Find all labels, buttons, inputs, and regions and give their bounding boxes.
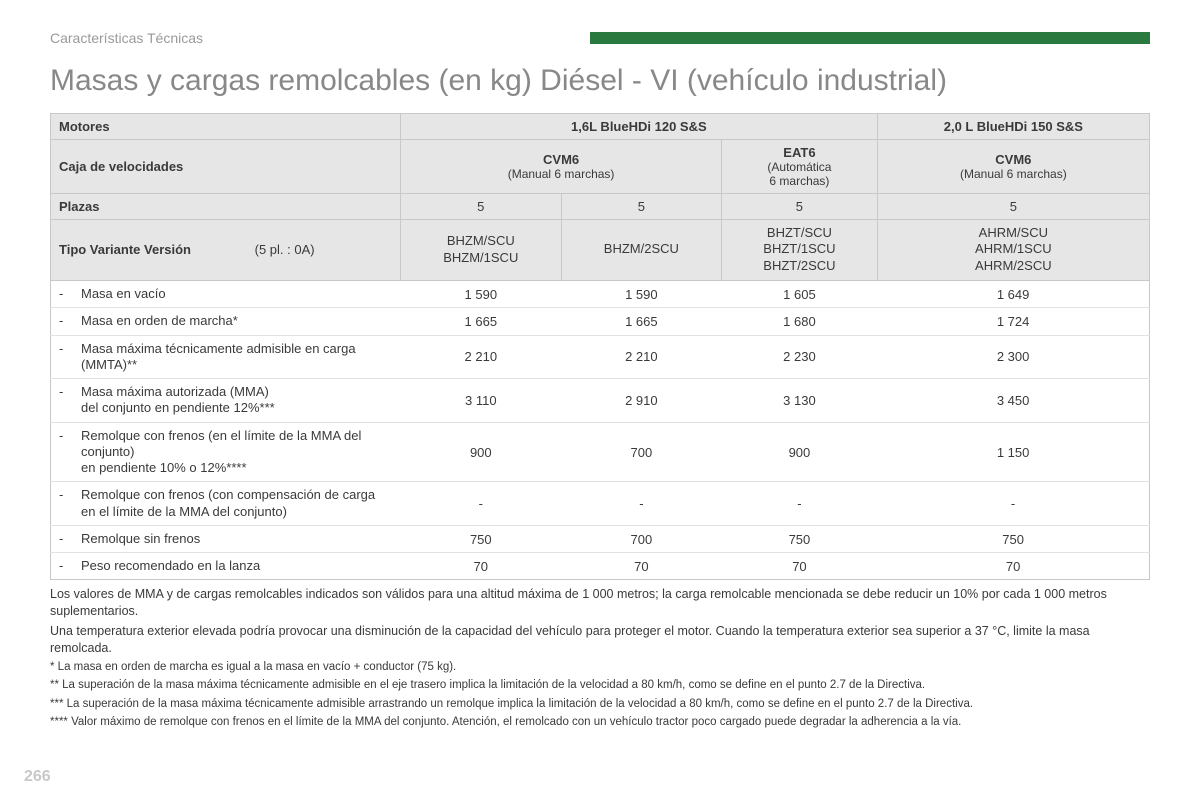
table-row: -Remolque con frenos (con compensación d… [51, 482, 1150, 526]
data-cell: 2 300 [877, 335, 1149, 379]
table-row: -Masa máxima autorizada (MMA) del conjun… [51, 379, 1150, 423]
data-cell: 2 210 [561, 335, 722, 379]
footnote-4: **** Valor máximo de remolque con frenos… [50, 715, 1150, 731]
plazas-2: 5 [722, 193, 878, 219]
plazas-0: 5 [401, 193, 562, 219]
data-cell: 750 [877, 525, 1149, 552]
data-cell: 1 590 [401, 281, 562, 308]
table-row: -Remolque sin frenos750700750750 [51, 525, 1150, 552]
label-tvv: Tipo Variante Versión (5 pl. : 0A) [51, 219, 401, 281]
row-label: -Remolque con frenos (en el límite de la… [51, 422, 401, 482]
gearbox-1: EAT6(Automática 6 marchas) [722, 139, 878, 193]
table-row: -Remolque con frenos (en el límite de la… [51, 422, 1150, 482]
data-cell: 1 724 [877, 308, 1149, 335]
specifications-table: Motores 1,6L BlueHDi 120 S&S 2,0 L BlueH… [50, 113, 1150, 581]
gearbox-0: CVM6(Manual 6 marchas) [401, 139, 722, 193]
data-cell: 3 130 [722, 379, 878, 423]
data-cell: 1 680 [722, 308, 878, 335]
data-cell: 900 [722, 422, 878, 482]
data-cell: 2 910 [561, 379, 722, 423]
engine-0: 1,6L BlueHDi 120 S&S [401, 113, 878, 139]
notes-block: Los valores de MMA y de cargas remolcabl… [50, 586, 1150, 731]
note-p2: Una temperatura exterior elevada podría … [50, 623, 1150, 657]
footnote-3: *** La superación de la masa máxima técn… [50, 697, 1150, 713]
data-cell: 750 [401, 525, 562, 552]
label-caja: Caja de velocidades [51, 139, 401, 193]
header-accent-bar [590, 32, 1150, 44]
data-cell: 1 605 [722, 281, 878, 308]
row-caja: Caja de velocidades CVM6(Manual 6 marcha… [51, 139, 1150, 193]
row-label: -Masa máxima técnicamente admisible en c… [51, 335, 401, 379]
gearbox-2: CVM6(Manual 6 marchas) [877, 139, 1149, 193]
tvv-note: (5 pl. : 0A) [195, 242, 315, 257]
data-cell: 700 [561, 525, 722, 552]
engine-1: 2,0 L BlueHDi 150 S&S [877, 113, 1149, 139]
footnote-2: ** La superación de la masa máxima técni… [50, 678, 1150, 694]
row-label: -Peso recomendado en la lanza [51, 553, 401, 580]
data-cell: 750 [722, 525, 878, 552]
row-label: -Remolque sin frenos [51, 525, 401, 552]
data-cell: 700 [561, 422, 722, 482]
header-row: Características Técnicas [50, 30, 1150, 46]
tvv-1: BHZM/2SCU [561, 219, 722, 281]
data-cell: 70 [561, 553, 722, 580]
data-cell: - [722, 482, 878, 526]
data-cell: 70 [722, 553, 878, 580]
data-cell: 1 590 [561, 281, 722, 308]
data-cell: - [561, 482, 722, 526]
row-label: -Masa en vacío [51, 281, 401, 308]
data-cell: 1 150 [877, 422, 1149, 482]
note-p1: Los valores de MMA y de cargas remolcabl… [50, 586, 1150, 620]
data-cell: 3 110 [401, 379, 562, 423]
data-cell: 70 [877, 553, 1149, 580]
data-cell: 900 [401, 422, 562, 482]
data-cell: 2 210 [401, 335, 562, 379]
page-number: 266 [24, 768, 51, 786]
data-cell: 1 665 [401, 308, 562, 335]
data-cell: - [877, 482, 1149, 526]
tvv-3: AHRM/SCU AHRM/1SCU AHRM/2SCU [877, 219, 1149, 281]
row-tvv: Tipo Variante Versión (5 pl. : 0A) BHZM/… [51, 219, 1150, 281]
row-label: -Masa máxima autorizada (MMA) del conjun… [51, 379, 401, 423]
row-label: -Masa en orden de marcha* [51, 308, 401, 335]
tvv-label-text: Tipo Variante Versión [59, 242, 191, 257]
label-plazas: Plazas [51, 193, 401, 219]
plazas-3: 5 [877, 193, 1149, 219]
row-plazas: Plazas 5 5 5 5 [51, 193, 1150, 219]
table-row: -Masa en vacío1 5901 5901 6051 649 [51, 281, 1150, 308]
row-motores: Motores 1,6L BlueHDi 120 S&S 2,0 L BlueH… [51, 113, 1150, 139]
tvv-0: BHZM/SCU BHZM/1SCU [401, 219, 562, 281]
page-title: Masas y cargas remolcables (en kg) Diése… [50, 64, 1150, 99]
plazas-1: 5 [561, 193, 722, 219]
label-motores: Motores [51, 113, 401, 139]
data-cell: 1 649 [877, 281, 1149, 308]
data-cell: - [401, 482, 562, 526]
table-row: -Peso recomendado en la lanza70707070 [51, 553, 1150, 580]
section-label: Características Técnicas [50, 30, 590, 46]
row-label: -Remolque con frenos (con compensación d… [51, 482, 401, 526]
table-row: -Masa en orden de marcha*1 6651 6651 680… [51, 308, 1150, 335]
footnote-1: * La masa en orden de marcha es igual a … [50, 660, 1150, 676]
data-cell: 1 665 [561, 308, 722, 335]
data-cell: 70 [401, 553, 562, 580]
data-cell: 3 450 [877, 379, 1149, 423]
table-row: -Masa máxima técnicamente admisible en c… [51, 335, 1150, 379]
tvv-2: BHZT/SCU BHZT/1SCU BHZT/2SCU [722, 219, 878, 281]
data-cell: 2 230 [722, 335, 878, 379]
